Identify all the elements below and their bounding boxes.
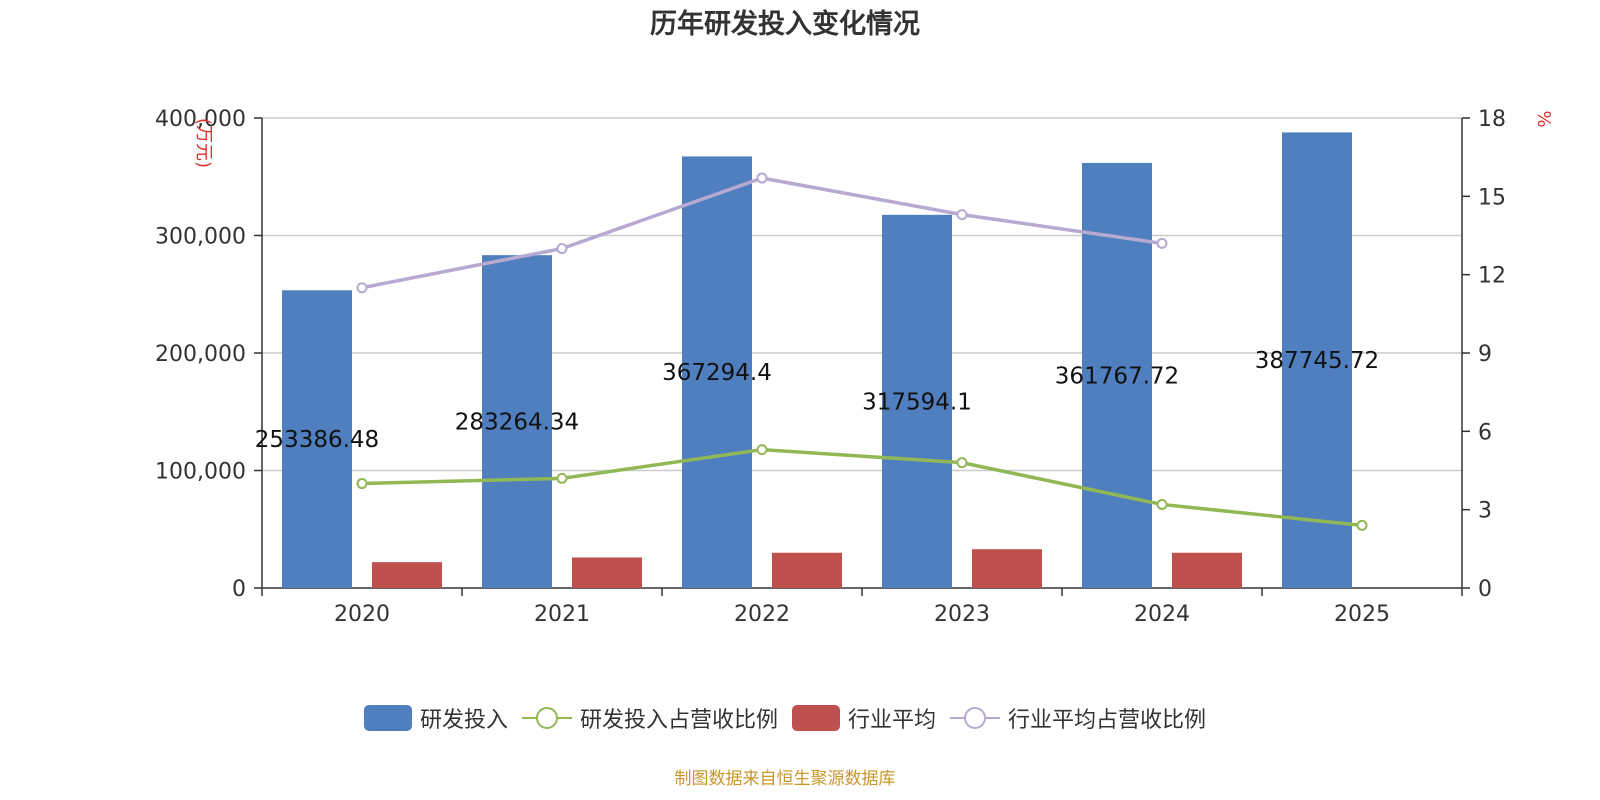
bar-industry-avg <box>372 562 442 588</box>
chart-title: 历年研发投入变化情况 <box>650 9 920 40</box>
legend-item-industry-ratio[interactable]: 行业平均占营收比例 <box>950 702 1206 734</box>
line-rd-ratio <box>361 447 1363 528</box>
legend-item-rd-input[interactable]: 研发投入 <box>363 702 508 734</box>
bar-rd-input <box>282 290 352 588</box>
data-label-rd-input: 317594.1 <box>862 389 972 415</box>
point-industry-ratio <box>956 209 968 221</box>
point-industry-ratio <box>756 172 768 184</box>
point-industry-ratio <box>1156 237 1168 249</box>
x-tick-label: 2021 <box>534 602 590 627</box>
x-tick-label: 2023 <box>934 602 990 627</box>
bar-rd-input <box>1282 132 1352 588</box>
x-tick-label: 2022 <box>734 602 790 627</box>
y-right-tick-label: 18 <box>1478 107 1506 132</box>
bar-industry-avg <box>772 552 842 588</box>
x-tick-label: 2024 <box>1134 602 1190 627</box>
data-label-rd-input: 387745.72 <box>1255 348 1379 374</box>
legend-label-rd-input: 研发投入 <box>419 708 508 733</box>
y-right-tick-label: 3 <box>1478 499 1492 524</box>
point-rd-ratio <box>756 444 768 456</box>
legend-label-industry-ratio: 行业平均占营收比例 <box>1008 708 1207 733</box>
y-right-tick-label: 6 <box>1478 420 1492 445</box>
data-label-rd-input: 253386.48 <box>255 427 379 453</box>
y-right-unit-label: % <box>1533 110 1554 127</box>
legend-item-industry-avg[interactable]: 行业平均 <box>792 702 936 734</box>
data-label-rd-input: 283264.34 <box>455 410 579 436</box>
y-left-tick-label: 400,000 <box>155 107 246 132</box>
legend-swatch-rd-ratio <box>521 705 572 731</box>
bar-rd-input <box>482 255 552 588</box>
point-industry-ratio <box>356 282 368 294</box>
y-left-tick-label: 300,000 <box>155 225 246 250</box>
point-rd-ratio <box>356 478 368 490</box>
bar-rd-input <box>882 214 952 588</box>
y-right-tick-label: 0 <box>1478 577 1492 602</box>
point-rd-ratio <box>1156 498 1168 510</box>
y-left-unit-label: (万元) <box>193 118 214 168</box>
bar-industry-avg <box>1172 552 1242 588</box>
y-left-tick-label: 200,000 <box>155 342 246 367</box>
data-source-note: 制图数据来自恒生聚源数据库 <box>674 769 896 789</box>
data-label-rd-input: 367294.4 <box>662 360 772 386</box>
x-tick-label: 2025 <box>1334 602 1390 627</box>
point-rd-ratio <box>1356 519 1368 531</box>
y-left-tick-label: 100,000 <box>155 460 246 485</box>
bar-rd-input <box>682 156 752 588</box>
y-left-tick-label: 0 <box>232 577 246 602</box>
point-rd-ratio <box>556 472 568 484</box>
legend-swatch-rd-input <box>363 705 412 731</box>
legend-item-rd-ratio[interactable]: 研发投入占营收比例 <box>521 702 778 734</box>
y-right-tick-label: 12 <box>1478 264 1506 289</box>
y-right-tick-label: 15 <box>1478 185 1506 210</box>
point-industry-ratio <box>556 243 568 255</box>
bar-industry-avg <box>572 557 642 588</box>
legend-swatch-industry-ratio <box>950 705 1001 731</box>
legend-swatch-industry-avg <box>792 705 840 731</box>
legend-label-rd-ratio: 研发投入占营收比例 <box>579 708 778 733</box>
bar-industry-avg <box>972 549 1042 588</box>
point-rd-ratio <box>956 457 968 469</box>
data-label-rd-input: 361767.72 <box>1055 363 1179 389</box>
x-tick-label: 2020 <box>334 602 390 627</box>
legend-label-industry-avg: 行业平均 <box>848 708 937 733</box>
chart-legend: 研发投入 研发投入占营收比例 行业平均 行业平均占营收比例 <box>0 702 1570 734</box>
y-right-tick-label: 9 <box>1478 342 1492 367</box>
